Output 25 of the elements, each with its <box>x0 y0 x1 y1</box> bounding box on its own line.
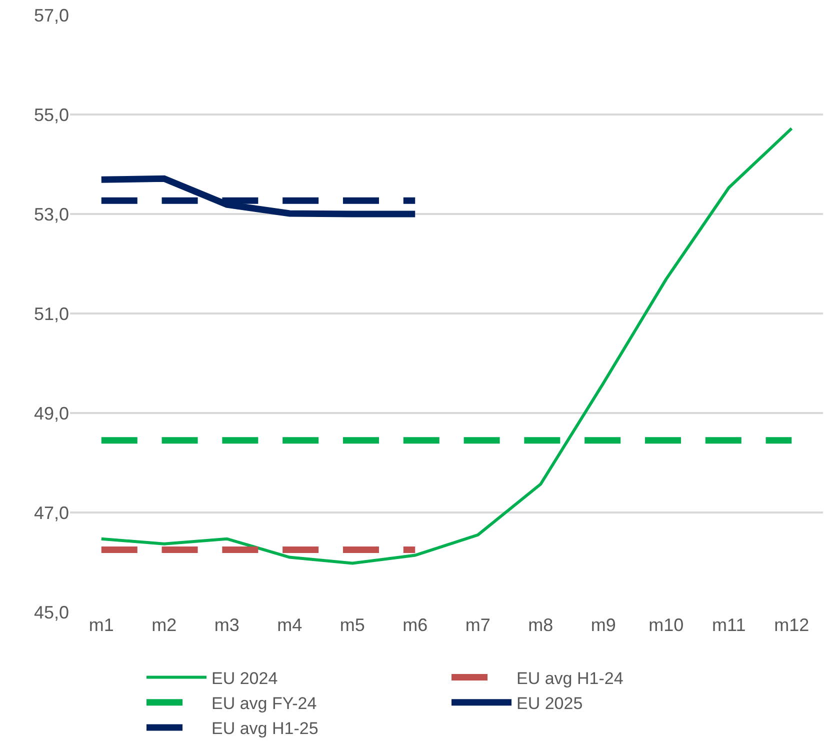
legend-label: EU 2024 <box>212 668 278 688</box>
legend-label: EU avg H1-24 <box>516 668 624 688</box>
x-tick-label: m5 <box>340 615 365 635</box>
y-tick-label: 55,0 <box>34 104 69 125</box>
x-tick-label: m12 <box>774 615 810 635</box>
y-tick-label: 47,0 <box>34 502 69 523</box>
legend-label: EU avg H1-25 <box>212 719 318 738</box>
x-tick-label: m7 <box>465 615 490 635</box>
y-tick-label: 57,0 <box>34 5 69 26</box>
x-tick-label: m8 <box>528 615 554 635</box>
line-series <box>100 126 794 565</box>
x-tick-label: m9 <box>590 615 616 635</box>
x-tick-label: m10 <box>648 615 684 635</box>
y-tick-label: 53,0 <box>34 204 69 224</box>
y-tick-label: 51,0 <box>34 304 69 324</box>
x-tick-label: m6 <box>402 615 428 635</box>
legend-label: EU 2025 <box>516 694 583 714</box>
y-tick-label: 49,0 <box>34 403 69 424</box>
x-tick-label: m2 <box>152 615 177 635</box>
y-tick-label: 45,0 <box>34 602 69 622</box>
x-tick-label: m3 <box>214 615 240 635</box>
x-tick-label: m4 <box>277 615 302 635</box>
x-tick-label: m1 <box>88 615 114 635</box>
x-tick-label: m11 <box>712 615 746 635</box>
legend-label: EU avg FY-24 <box>212 694 317 714</box>
